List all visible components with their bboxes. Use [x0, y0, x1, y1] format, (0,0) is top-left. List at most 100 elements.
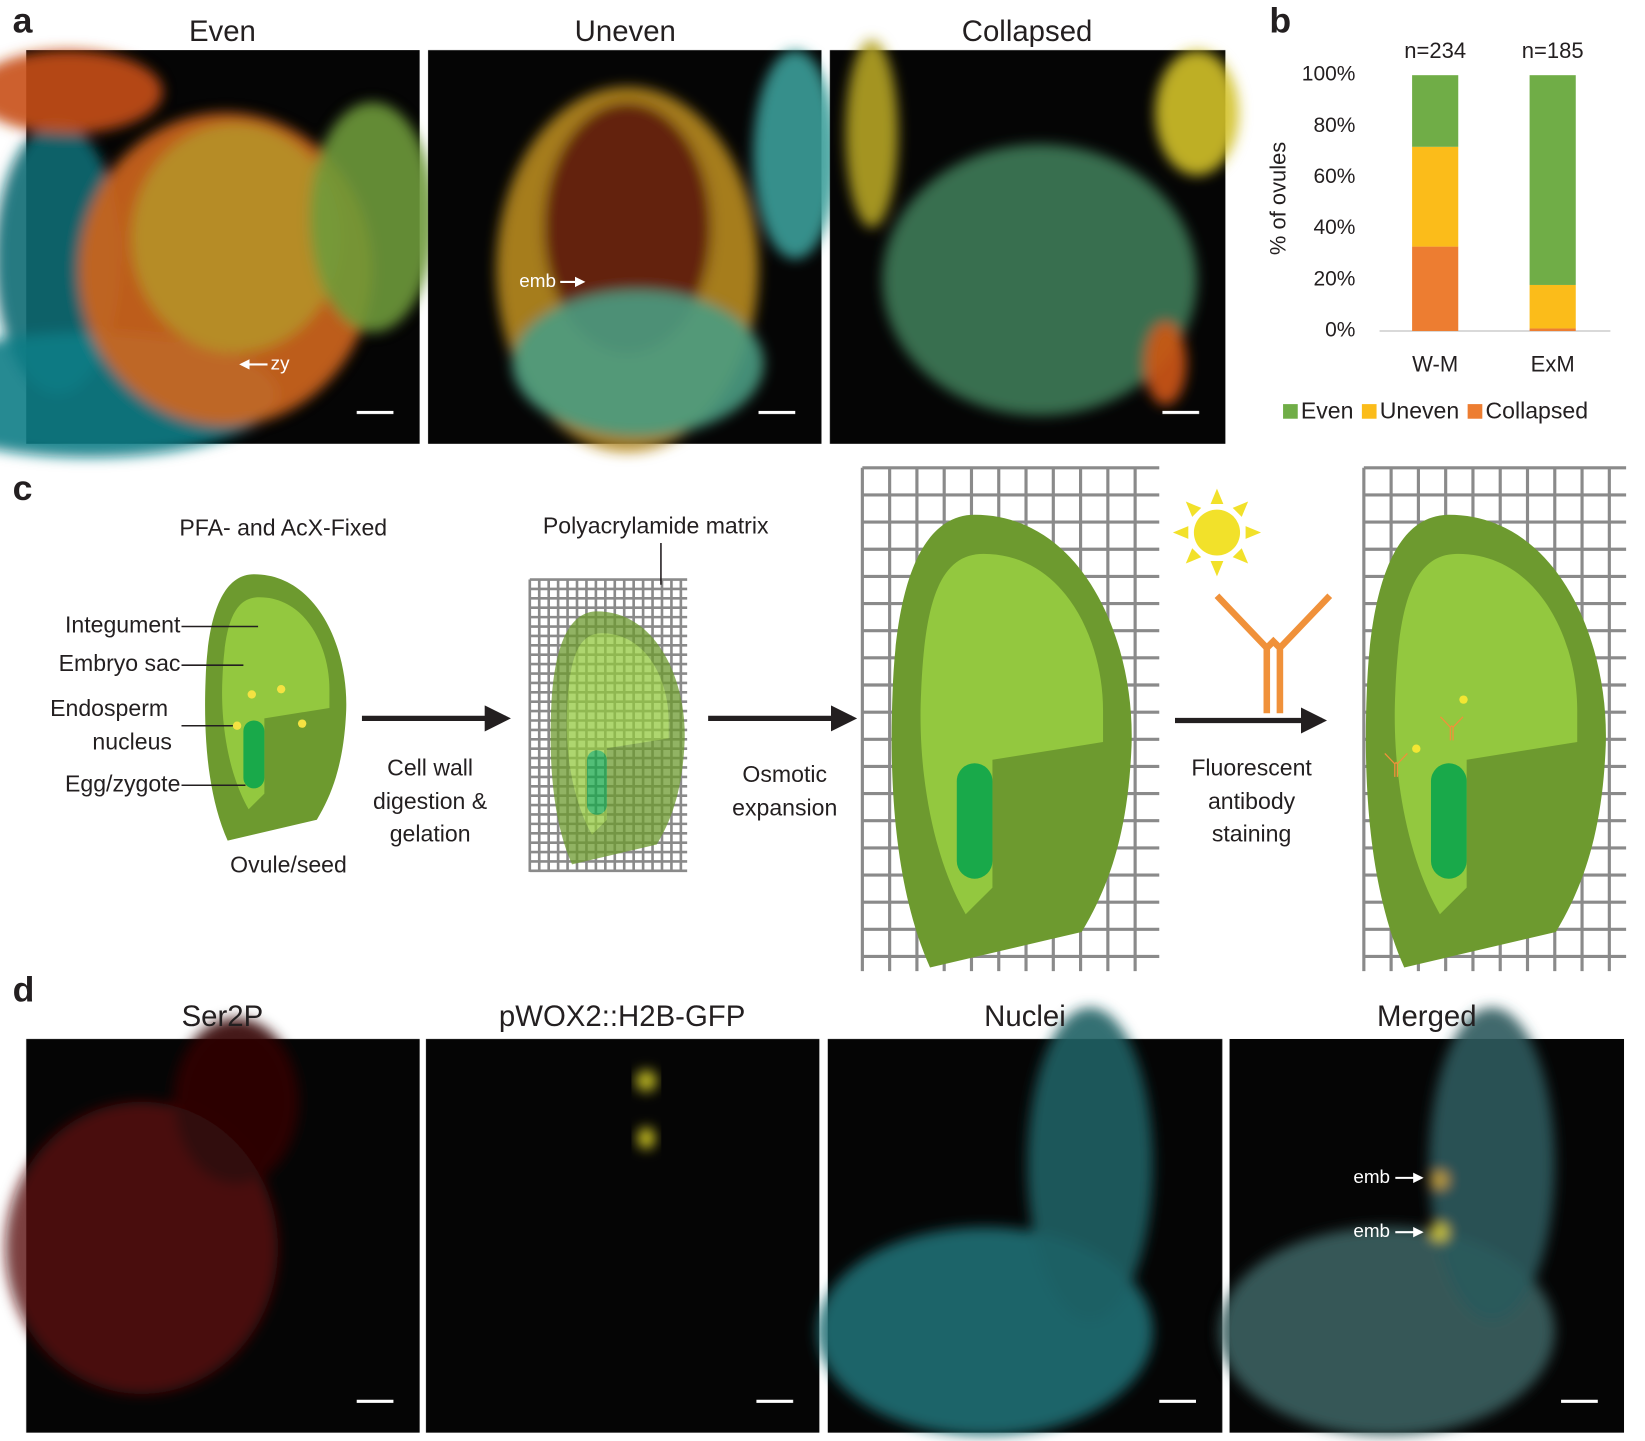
tissue — [1144, 321, 1187, 406]
tissue — [1430, 1171, 1448, 1189]
image-title: Ser2P — [182, 1000, 264, 1033]
nucleus — [297, 719, 307, 728]
step-label: digestion & — [373, 788, 487, 814]
label: Endosperm — [50, 695, 168, 721]
tissue — [637, 1127, 655, 1149]
bar-segment — [1529, 75, 1576, 285]
zygote — [243, 720, 265, 789]
image-title: pWOX2::H2B-GFP — [499, 1000, 745, 1033]
image-title: Even — [189, 15, 256, 48]
step-label: Osmotic — [742, 761, 827, 787]
tissue — [1027, 1007, 1153, 1321]
y-tick-label: 40% — [1313, 216, 1355, 239]
bar-segment — [1412, 75, 1459, 147]
nucleus — [276, 684, 286, 694]
x-tick-label: W-M — [1412, 351, 1458, 376]
legend-label: Collapsed — [1485, 398, 1588, 424]
legend-swatch — [1283, 404, 1298, 419]
tissue — [753, 50, 838, 259]
antibody — [1439, 716, 1464, 741]
tissue — [511, 290, 764, 437]
panel-letter: a — [13, 0, 34, 40]
fluorophore — [1412, 744, 1421, 753]
light-ray — [1172, 526, 1189, 539]
zygote — [586, 750, 607, 815]
label: Egg/zygote — [65, 770, 180, 796]
light-ray — [1210, 561, 1224, 577]
light — [1193, 509, 1241, 556]
bar-segment — [1529, 328, 1576, 332]
sample-size: n=234 — [1404, 38, 1466, 63]
y-tick-label: 100% — [1302, 63, 1356, 86]
legend-label: Even — [1301, 398, 1354, 424]
light-ray — [1185, 501, 1202, 517]
light-ray — [1232, 548, 1249, 564]
step-label: Cell wall — [387, 755, 473, 781]
antibody-shape — [1384, 752, 1408, 777]
nucleus — [232, 721, 242, 730]
bar-segment — [1529, 284, 1576, 329]
y-tick-label: 0% — [1325, 319, 1355, 342]
antibody — [1384, 752, 1408, 777]
tissue — [173, 1018, 299, 1186]
zygote — [956, 763, 993, 879]
light-ray — [1210, 488, 1224, 505]
tissue — [309, 102, 436, 333]
y-tick-label: 20% — [1313, 267, 1355, 290]
micrograph-content — [817, 1007, 1153, 1436]
ovule — [205, 574, 347, 841]
legend-swatch — [1361, 404, 1377, 419]
nucleus — [247, 690, 256, 699]
annotation: emb — [1353, 1166, 1390, 1187]
image-title: Collapsed — [962, 15, 1093, 48]
micrograph-content — [496, 50, 838, 453]
image-title: Uneven — [575, 15, 676, 48]
image-title: Merged — [1377, 1000, 1477, 1033]
x-tick-label: ExM — [1531, 351, 1575, 376]
legend-swatch — [1467, 404, 1483, 419]
tissue — [131, 123, 341, 353]
tissue — [882, 144, 1198, 416]
micrograph-content — [5, 1018, 299, 1395]
micrograph-content — [635, 1070, 657, 1149]
fluorophore — [1459, 695, 1468, 704]
label: nucleus — [92, 729, 172, 755]
zygote — [1430, 763, 1467, 879]
light-ray — [1185, 548, 1202, 564]
tissue — [543, 102, 712, 353]
micrograph-content — [845, 39, 1239, 416]
annotation: emb — [1353, 1220, 1390, 1241]
label: Polyacrylamide matrix — [543, 512, 769, 538]
legend-label: Uneven — [1380, 398, 1460, 424]
step-label: gelation — [390, 820, 471, 846]
antibody-shape — [1214, 593, 1333, 714]
light-ray — [1245, 526, 1262, 539]
sample-size: n=185 — [1522, 38, 1584, 63]
tissue — [1428, 1007, 1555, 1321]
micrograph-content — [1219, 1007, 1555, 1436]
ovule — [891, 514, 1132, 968]
panel-letter: c — [13, 468, 33, 508]
step-label: expansion — [732, 794, 837, 820]
tissue — [1155, 50, 1239, 176]
bar-segment — [1412, 146, 1459, 247]
label: Ovule/seed — [230, 852, 347, 878]
light-ray — [1232, 501, 1249, 517]
image-title: Nuclei — [984, 1000, 1066, 1033]
label: Integument — [65, 612, 181, 638]
y-axis-title: % of ovules — [1266, 142, 1291, 255]
y-tick-label: 80% — [1313, 114, 1355, 137]
annotation: emb — [519, 270, 556, 291]
micrograph — [425, 1038, 820, 1433]
ovule — [550, 611, 685, 865]
antibody-shape — [1439, 716, 1464, 741]
antibody — [1214, 593, 1333, 714]
micrograph-content — [0, 50, 436, 458]
bar-segment — [1412, 246, 1459, 332]
annotation: zy — [271, 352, 290, 373]
panel-letter: b — [1269, 0, 1291, 40]
y-tick-label: 60% — [1313, 165, 1355, 188]
step-label: Fluorescent — [1191, 755, 1312, 781]
panel-letter: d — [13, 969, 35, 1009]
